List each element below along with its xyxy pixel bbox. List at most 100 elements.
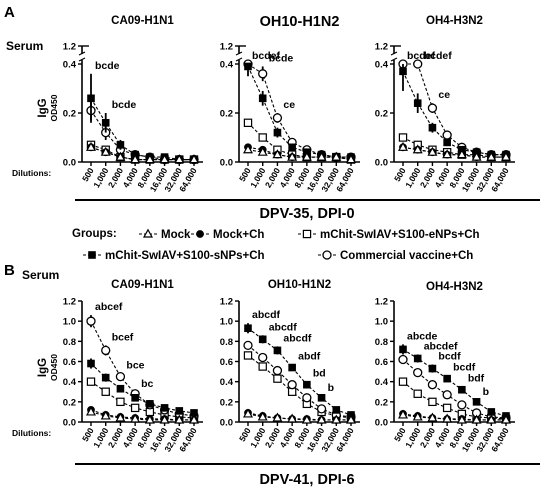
y-tick-label: 0.6 (220, 357, 233, 368)
data-point (272, 113, 283, 123)
data-point (302, 393, 312, 403)
y-tick-label: 0.8 (375, 337, 388, 348)
y-tick-label: 0.0 (63, 418, 76, 429)
annotation-label: bdf (468, 373, 485, 385)
legend-title: Groups: (72, 228, 117, 240)
chart-b2: OH10-H1N20.00.20.40.60.81.01.25001,0002,… (220, 279, 360, 454)
data-point (85, 406, 97, 416)
data-point (301, 414, 312, 424)
data-point (471, 414, 482, 424)
data-point (131, 394, 139, 402)
data-point (413, 59, 423, 69)
data-point (316, 151, 327, 161)
y-axis-sublabel: OD450 (49, 354, 59, 381)
series-line (403, 63, 506, 156)
y-tick-label: 0.8 (63, 337, 76, 348)
data-point (399, 345, 407, 354)
chart-a2: OH10-H1N20.00.20.41.25001,0002,0004,0008… (220, 14, 360, 194)
data-point (332, 406, 341, 414)
data-point (427, 103, 438, 113)
data-point (244, 62, 252, 71)
y-tick-label: 0.0 (375, 158, 388, 169)
annotation-label: bcdef (407, 50, 436, 62)
data-point (413, 367, 423, 378)
data-point (243, 118, 253, 127)
data-point (487, 408, 496, 416)
chart-title: OH10-H1N2 (268, 279, 331, 291)
annotation-label: bcde (269, 52, 294, 64)
chart-title: OH4-H3N2 (426, 15, 483, 27)
annotation-label: bcef (112, 331, 134, 343)
y-tick-label: 1.2 (375, 297, 388, 308)
y-axis-break-mark (78, 57, 86, 62)
annotation-label: bcdef (424, 50, 453, 62)
annotation-label: abcef (95, 301, 123, 313)
data-point (316, 414, 327, 424)
y-tick-label: 0.2 (375, 397, 388, 408)
y-tick-label: 1.0 (375, 317, 388, 328)
panel-a-serum-label: Serum (6, 39, 43, 53)
y-tick-label: 1.2 (63, 297, 76, 308)
annotation-label: ce (283, 99, 295, 111)
data-point (456, 149, 467, 159)
y-axis-label: IgG (37, 358, 49, 377)
y-tick-label: 0.0 (220, 418, 233, 429)
data-point (101, 119, 110, 127)
y-tick-label: 0.6 (375, 357, 388, 368)
data-point (486, 414, 497, 424)
data-point (412, 144, 423, 154)
data-point (273, 128, 282, 137)
annotation-label: b (328, 382, 334, 394)
chart-title: OH10-H1N2 (260, 14, 340, 30)
legend-marker-circle-filled (196, 230, 204, 238)
data-point (160, 404, 169, 412)
y-axis-break-mark (78, 51, 86, 56)
data-point (397, 409, 409, 419)
data-point (428, 397, 437, 407)
y-tick-label: 0.4 (220, 377, 234, 388)
legend-marker-circle-open (322, 250, 332, 260)
data-point (317, 394, 326, 402)
data-point (413, 99, 422, 107)
data-point (397, 141, 409, 151)
data-point (427, 412, 438, 422)
y-axis-sublabel: OD450 (49, 94, 59, 121)
y-tick-label: 0.0 (220, 158, 233, 169)
annotation-label: bcde (95, 60, 120, 72)
data-point (258, 362, 267, 371)
data-point (144, 154, 155, 164)
data-point (100, 410, 111, 420)
data-point (288, 363, 296, 372)
data-point (159, 414, 170, 424)
data-point (115, 412, 126, 422)
y-axis-break-mark (390, 57, 398, 62)
panel-a-section-label: DPV-35, DPI-0 (259, 206, 354, 222)
y-tick-label: 1.0 (63, 317, 76, 328)
data-point (331, 151, 342, 161)
data-point (243, 340, 253, 351)
data-point (258, 133, 267, 142)
data-point (174, 414, 185, 424)
legend-marker-triangle-open (142, 228, 154, 238)
data-point (345, 154, 357, 164)
y-tick-label: 0.4 (220, 60, 234, 71)
series-line (402, 71, 506, 156)
y-tick-label: 0.4 (63, 377, 77, 388)
data-point (287, 413, 298, 423)
annotation-label: abcdf (269, 321, 298, 333)
y-tick-label: 0.8 (220, 337, 233, 348)
y-tick-label: 0.2 (220, 397, 233, 408)
data-point (399, 67, 407, 76)
data-point (442, 130, 452, 140)
y-tick-label: 0.0 (63, 158, 76, 169)
data-point (258, 69, 268, 79)
data-point (188, 414, 200, 424)
data-point (427, 146, 438, 156)
data-point (442, 403, 452, 413)
data-point (116, 141, 125, 149)
data-point (86, 377, 96, 386)
y-axis-break-mark (390, 51, 398, 56)
data-point (398, 354, 408, 365)
